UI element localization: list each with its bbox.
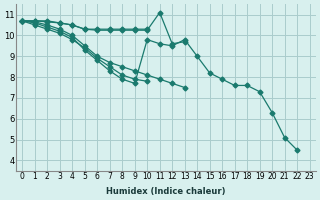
X-axis label: Humidex (Indice chaleur): Humidex (Indice chaleur) bbox=[106, 187, 226, 196]
